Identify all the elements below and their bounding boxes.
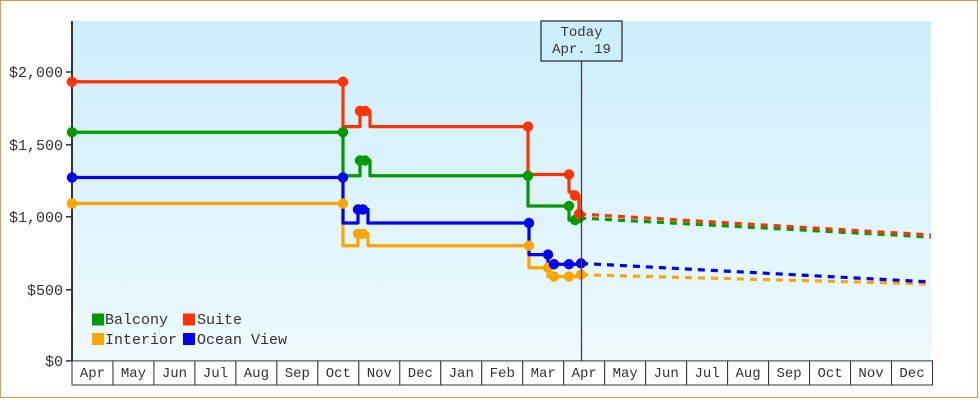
svg-text:Oct: Oct: [326, 366, 351, 382]
svg-text:Apr: Apr: [80, 366, 105, 382]
svg-text:Suite: Suite: [197, 312, 242, 329]
svg-text:Aug: Aug: [244, 366, 269, 382]
svg-text:Nov: Nov: [858, 366, 883, 382]
svg-text:Jul: Jul: [203, 366, 228, 382]
svg-text:$1,000: $1,000: [9, 210, 63, 227]
svg-text:Sep: Sep: [285, 366, 310, 382]
svg-text:Feb: Feb: [490, 366, 515, 382]
svg-text:Balcony: Balcony: [105, 312, 168, 329]
svg-text:Dec: Dec: [408, 366, 433, 382]
svg-text:Jul: Jul: [695, 366, 720, 382]
svg-text:Apr: Apr: [572, 366, 597, 382]
svg-text:$0: $0: [45, 354, 63, 371]
svg-text:Sep: Sep: [776, 366, 801, 382]
svg-text:Ocean View: Ocean View: [197, 332, 287, 349]
svg-text:Aug: Aug: [736, 366, 761, 382]
svg-text:Dec: Dec: [899, 366, 924, 382]
svg-text:$2,000: $2,000: [9, 65, 63, 82]
svg-text:May: May: [613, 366, 638, 382]
svg-text:Jun: Jun: [162, 366, 187, 382]
svg-text:Mar: Mar: [531, 366, 556, 382]
svg-text:$1,500: $1,500: [9, 138, 63, 155]
svg-text:Jan: Jan: [449, 366, 474, 382]
svg-text:Jun: Jun: [654, 366, 679, 382]
svg-text:$500: $500: [27, 283, 63, 300]
svg-text:Interior: Interior: [105, 332, 177, 349]
svg-text:Oct: Oct: [817, 366, 842, 382]
svg-text:Nov: Nov: [367, 366, 392, 382]
svg-text:Apr. 19: Apr. 19: [552, 42, 611, 58]
svg-text:Today: Today: [560, 25, 602, 41]
svg-text:May: May: [121, 366, 146, 382]
